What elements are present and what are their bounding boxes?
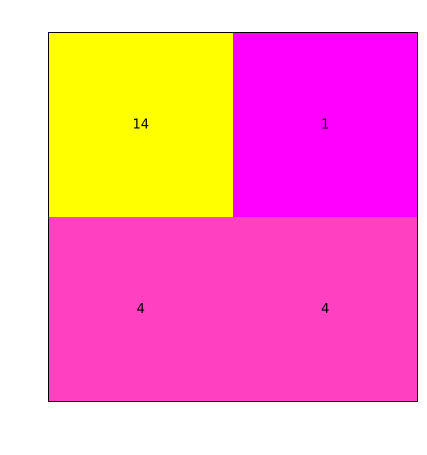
cell-value-label-r0-c0: 14 [132,117,149,132]
cell-value-label-r1-c1: 4 [321,302,329,317]
cell-value-label-r0-c1: 1 [321,117,329,132]
cell-value-label-r1-c0: 4 [137,302,145,317]
plot-frame [48,32,418,402]
heatmap-cell-r1-c1 [233,217,418,402]
heatmap-cell-r0-c0 [48,32,234,218]
heatmap-cells [48,32,418,402]
heatmap-cell-r0-c1 [233,32,418,218]
heatmap-cell-labels: 14 14 4 [132,117,329,317]
heatmap-cell-r1-c0 [48,217,234,402]
